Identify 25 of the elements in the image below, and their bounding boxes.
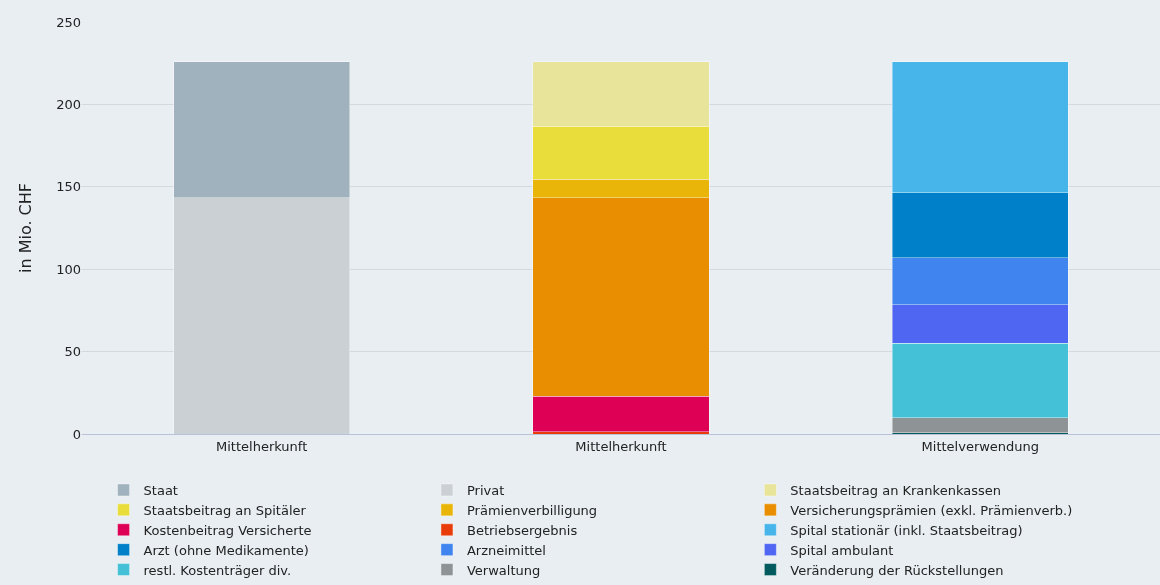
x-tick-label: Mittelherkunft	[575, 438, 667, 454]
legend-label: Arzt (ohne Medikamente)	[143, 542, 309, 558]
y-axis-title: in Mio. CHF	[16, 182, 36, 274]
y-tick-label: 200	[56, 96, 81, 112]
legend-label: Staat	[143, 483, 178, 499]
x-tick-label: Mittelherkunft	[216, 438, 308, 454]
legend-label: Kostenbeitrag Versicherte	[143, 522, 312, 538]
legend-label: Verwaltung	[466, 562, 541, 578]
y-tick-label: 0	[72, 426, 81, 442]
x-tick-label: Mittelverwendung	[921, 438, 1040, 454]
y-tick-label: 100	[56, 261, 81, 277]
legend-label: Versicherungsprämien (exkl. Prämienverb.)	[790, 502, 1073, 518]
legend-label: Arzneimittel	[466, 542, 546, 558]
legend-label: Spital ambulant	[790, 542, 894, 558]
legend-label: Betriebsergebnis	[466, 522, 578, 538]
legend-label: Staatsbeitrag an Krankenkassen	[790, 483, 1001, 499]
y-tick-label: 250	[56, 14, 81, 30]
y-tick-label: 50	[64, 344, 81, 360]
y-tick-label: 150	[56, 179, 81, 195]
legend-label: Staatsbeitrag an Spitäler	[143, 502, 307, 518]
legend-label: restl. Kostenträger div.	[143, 562, 292, 578]
legend-label: Veränderung der Rückstellungen	[790, 562, 1004, 578]
legend-label: Spital stationär (inkl. Staatsbeitrag)	[790, 522, 1023, 538]
legend-label: Privat	[466, 483, 505, 499]
legend-label: Prämienverbilligung	[466, 502, 598, 518]
